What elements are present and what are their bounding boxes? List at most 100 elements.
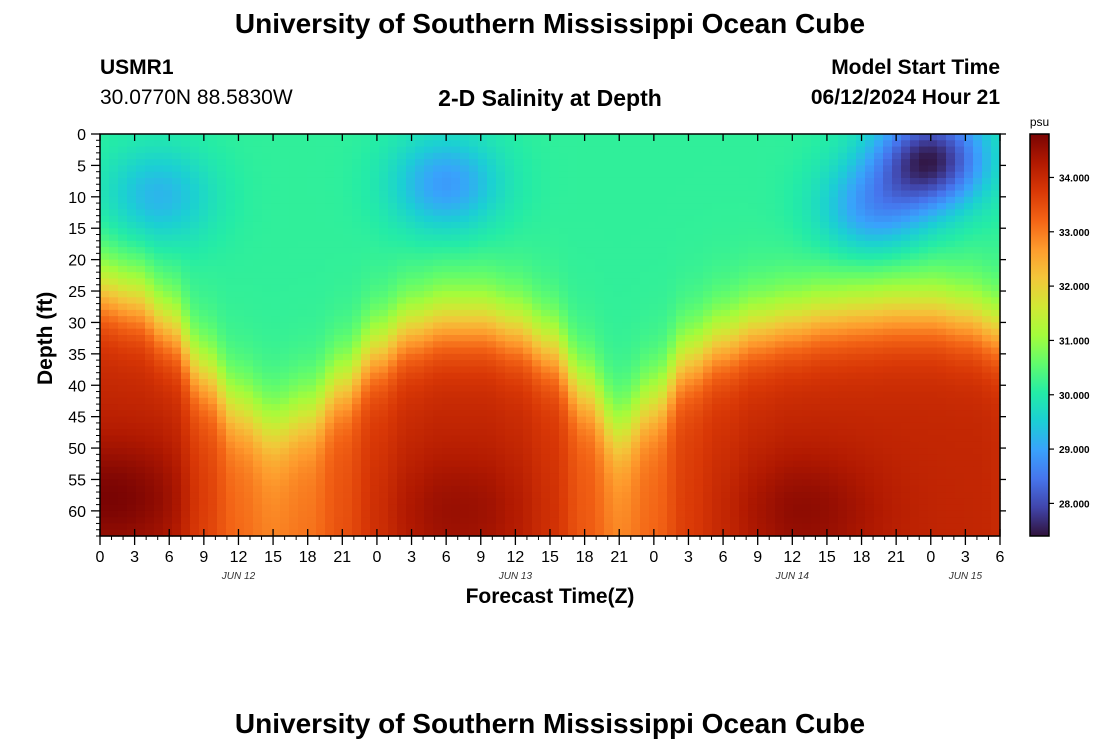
heatmap-cell [622, 391, 632, 399]
heatmap-cell [586, 397, 596, 405]
heatmap-cell [379, 303, 389, 311]
heatmap-cell [982, 209, 992, 217]
heatmap-cell [199, 234, 209, 242]
heatmap-cell [235, 303, 245, 311]
heatmap-cell [379, 416, 389, 424]
heatmap-cell [244, 140, 254, 148]
heatmap-cell [757, 259, 767, 267]
heatmap-cell [442, 146, 452, 154]
salinity-chart: 0 3 6 9 12 15 18 21 0 3 6 9 12 15 18 21 0 3 6 9 12 15 18 21 0 3 6 … [68, 115, 1090, 582]
heatmap-cell [271, 253, 281, 261]
heatmap-cell [514, 272, 524, 280]
heatmap-cell [928, 234, 938, 242]
heatmap-cell [145, 353, 155, 361]
heatmap-cell [109, 297, 119, 305]
heatmap-cell [766, 397, 776, 405]
heatmap-cell [271, 228, 281, 236]
heatmap-cell [595, 146, 605, 154]
heatmap-cell [244, 234, 254, 242]
heatmap-cell [856, 391, 866, 399]
heatmap-cell [361, 134, 371, 141]
heatmap-cell [433, 441, 443, 449]
heatmap-cell [811, 284, 821, 292]
heatmap-cell [415, 165, 425, 173]
heatmap-cell [739, 240, 749, 248]
heatmap-cell [550, 177, 560, 185]
heatmap-cell [793, 397, 803, 405]
heatmap-cell [829, 228, 839, 236]
heatmap-cell [460, 385, 470, 393]
heatmap-cell [712, 284, 722, 292]
heatmap-cell [937, 366, 947, 374]
heatmap-cell [316, 353, 326, 361]
heatmap-cell [262, 353, 272, 361]
heatmap-cell [496, 221, 506, 229]
heatmap-cell [496, 228, 506, 236]
heatmap-cell [145, 422, 155, 430]
heatmap-cell [622, 404, 632, 411]
heatmap-cell [505, 152, 515, 160]
heatmap-cell [721, 435, 731, 443]
heatmap-cell [550, 291, 560, 298]
heatmap-cell [487, 171, 497, 179]
heatmap-cell [217, 190, 227, 198]
heatmap-cell [577, 322, 587, 330]
heatmap-cell [874, 378, 884, 386]
heatmap-cell [343, 441, 353, 449]
heatmap-cell [442, 196, 452, 204]
heatmap-cell [235, 203, 245, 210]
heatmap-cell [262, 265, 272, 273]
heatmap-cell [847, 284, 857, 292]
heatmap-cell [892, 247, 902, 254]
heatmap-cell [694, 134, 704, 141]
heatmap-cell [775, 278, 785, 286]
heatmap-cell [739, 234, 749, 242]
heatmap-cell [181, 347, 191, 355]
heatmap-cell [748, 441, 758, 449]
heatmap-cell [946, 429, 956, 437]
heatmap-cell [307, 196, 317, 204]
heatmap-cell [370, 335, 380, 342]
heatmap-cell [721, 410, 731, 418]
heatmap-cell [739, 429, 749, 437]
heatmap-cell [307, 284, 317, 292]
heatmap-cell [271, 429, 281, 437]
heatmap-cell [145, 190, 155, 198]
heatmap-cell [775, 353, 785, 361]
heatmap-cell [235, 196, 245, 204]
heatmap-cell [343, 190, 353, 198]
heatmap-cell [487, 259, 497, 267]
heatmap-cell [136, 265, 146, 273]
heatmap-cell [244, 221, 254, 229]
heatmap-cell [766, 240, 776, 248]
heatmap-cell [784, 184, 794, 192]
heatmap-cell [838, 146, 848, 154]
heatmap-cell [640, 265, 650, 273]
heatmap-cell [928, 171, 938, 179]
heatmap-cell [910, 341, 920, 349]
heatmap-cell [811, 378, 821, 386]
heatmap-cell [388, 441, 398, 449]
heatmap-cell [595, 309, 605, 317]
heatmap-cell [451, 429, 461, 437]
heatmap-cell [550, 435, 560, 443]
heatmap-cell [316, 159, 326, 167]
heatmap-cell [694, 385, 704, 393]
heatmap-cell [568, 309, 578, 317]
heatmap-cell [334, 372, 344, 380]
heatmap-cell [226, 209, 236, 217]
heatmap-cell [577, 177, 587, 185]
heatmap-cell [433, 372, 443, 380]
heatmap-cell [487, 316, 497, 324]
heatmap-cell [271, 265, 281, 273]
heatmap-cell [199, 366, 209, 374]
heatmap-cell [793, 240, 803, 248]
heatmap-cell [442, 177, 452, 185]
heatmap-cell [712, 240, 722, 248]
heatmap-cell [640, 146, 650, 154]
heatmap-cell [226, 316, 236, 324]
heatmap-cell [910, 190, 920, 198]
heatmap-cell [145, 316, 155, 324]
heatmap-cell [325, 316, 335, 324]
heatmap-cell [280, 196, 290, 204]
